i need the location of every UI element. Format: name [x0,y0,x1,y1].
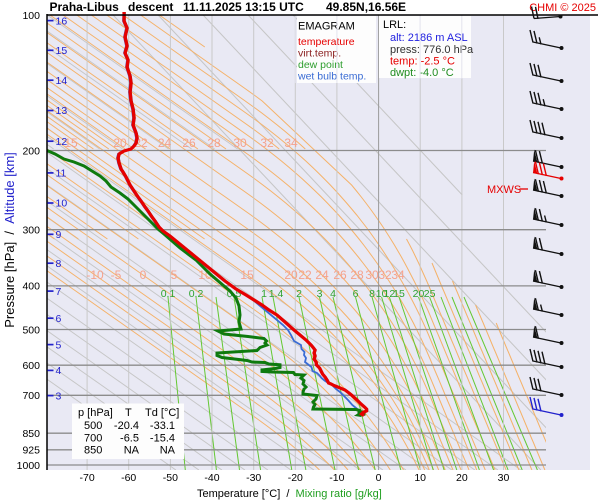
svg-text:500: 500 [84,420,102,432]
svg-text:CHMI © 2025: CHMI © 2025 [529,2,596,14]
svg-text:20: 20 [456,472,468,484]
svg-text:34: 34 [284,136,298,150]
svg-text:0: 0 [376,472,382,484]
svg-text:5: 5 [56,339,62,351]
svg-text:dew point: dew point [298,59,343,71]
svg-text:4: 4 [330,288,336,300]
svg-text:15: 15 [240,268,254,282]
svg-text:p [hPa]: p [hPa] [78,407,113,419]
svg-text:press: 776.0 hPa: press: 776.0 hPa [390,44,474,56]
svg-text:dwpt: -4.0 °C: dwpt: -4.0 °C [390,67,454,79]
svg-text:9: 9 [56,229,62,241]
svg-text:6: 6 [56,313,62,325]
svg-text:1: 1 [261,288,267,300]
svg-text:-33.1: -33.1 [150,420,175,432]
svg-text:T: T [125,407,132,419]
svg-text:LRL:: LRL: [383,19,406,31]
svg-text:600: 600 [22,360,40,372]
svg-text:0: 0 [140,268,147,282]
svg-text:-10: -10 [86,268,104,282]
svg-text:Temperature [°C] / Mixing ra: Temperature [°C] / Mixing ratio [g/kg] [197,488,382,500]
svg-text:32: 32 [378,268,392,282]
svg-text:Pressure [hPa] / Altitude [k: Pressure [hPa] / Altitude [km] [2,152,17,328]
svg-text:28: 28 [207,136,221,150]
svg-text:6: 6 [353,288,359,300]
svg-text:3: 3 [56,390,62,402]
svg-text:30: 30 [365,268,379,282]
svg-text:20: 20 [113,136,127,150]
svg-text:24: 24 [158,136,172,150]
svg-text:10: 10 [56,198,68,210]
svg-text:20: 20 [284,268,298,282]
svg-text:15: 15 [64,136,78,150]
svg-text:13: 13 [56,105,68,117]
svg-text:-30: -30 [246,472,261,484]
svg-text:16: 16 [56,15,68,27]
svg-text:5: 5 [171,268,178,282]
svg-text:20: 20 [413,288,425,300]
svg-text:-60: -60 [121,472,136,484]
svg-text:1000: 1000 [17,460,41,472]
svg-text:alt: 2186 m ASL: alt: 2186 m ASL [390,32,468,44]
svg-text:8: 8 [369,288,375,300]
svg-text:30: 30 [498,472,510,484]
svg-text:200: 200 [22,145,40,157]
svg-text:14: 14 [56,75,68,87]
svg-text:EMAGRAM: EMAGRAM [298,21,355,33]
svg-text:-5: -5 [111,268,122,282]
svg-text:28: 28 [350,268,364,282]
svg-text:850: 850 [84,445,102,457]
svg-text:700: 700 [22,390,40,402]
svg-text:0.2: 0.2 [189,288,204,300]
svg-text:12: 12 [384,288,396,300]
svg-text:4: 4 [56,365,62,377]
svg-text:wet bulb temp.: wet bulb temp. [297,71,366,83]
svg-text:NA: NA [124,445,140,457]
svg-text:15: 15 [393,288,405,300]
svg-text:10: 10 [376,288,388,300]
svg-text:-6.5: -6.5 [120,433,139,445]
svg-text:10: 10 [414,472,426,484]
svg-text:32: 32 [260,136,274,150]
svg-text:2: 2 [296,288,302,300]
svg-text:temperature: temperature [298,36,355,48]
svg-text:24: 24 [315,268,329,282]
svg-text:500: 500 [22,324,40,336]
svg-text:Td [°C]: Td [°C] [145,407,179,419]
svg-text:25: 25 [424,288,436,300]
svg-text:26: 26 [182,136,196,150]
svg-text:-10: -10 [329,472,344,484]
svg-text:NA: NA [160,445,176,457]
svg-text:700: 700 [84,433,102,445]
svg-text:15: 15 [56,45,68,57]
svg-text:1.4: 1.4 [269,288,284,300]
svg-text:-20: -20 [288,472,303,484]
svg-text:30: 30 [233,136,247,150]
svg-text:MXWS: MXWS [487,184,521,196]
svg-text:26: 26 [333,268,347,282]
svg-text:-70: -70 [80,472,95,484]
svg-text:100: 100 [22,10,40,22]
svg-text:11: 11 [56,168,67,180]
svg-text:34: 34 [391,268,405,282]
svg-text:-20.4: -20.4 [114,420,139,432]
svg-text:0.1: 0.1 [161,288,176,300]
svg-text:12: 12 [56,136,68,148]
svg-text:virt.temp.: virt.temp. [298,48,341,60]
svg-text:8: 8 [56,258,62,270]
svg-text:22: 22 [298,268,312,282]
svg-text:-15.4: -15.4 [150,433,175,445]
svg-text:3: 3 [317,288,323,300]
svg-text:925: 925 [22,445,40,457]
svg-text:temp: -2.5 °C: temp: -2.5 °C [390,56,455,68]
svg-text:400: 400 [22,281,40,293]
svg-text:-50: -50 [163,472,178,484]
svg-text:300: 300 [22,225,40,237]
svg-text:-40: -40 [204,472,219,484]
svg-text:850: 850 [22,428,40,440]
svg-text:7: 7 [56,286,62,298]
